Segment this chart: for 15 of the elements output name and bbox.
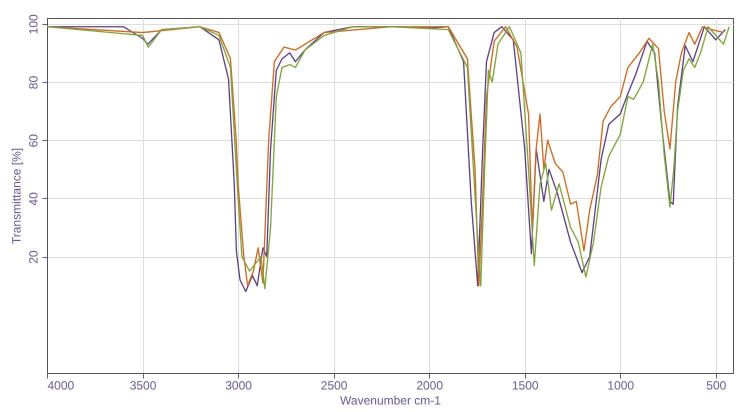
y-axis-title: Transmittance [%] bbox=[10, 148, 24, 244]
x-tick-label: 2500 bbox=[320, 378, 348, 392]
y-tick-label: 80 bbox=[26, 76, 40, 90]
y-tick-label: 60 bbox=[26, 134, 40, 148]
x-axis-title: Wavenumber cm-1 bbox=[340, 394, 442, 408]
x-tick-label: 2000 bbox=[416, 378, 444, 392]
x-tick-label: 1000 bbox=[607, 378, 634, 392]
x-tick-label: 4000 bbox=[48, 378, 75, 392]
y-tick-label: 40 bbox=[26, 192, 40, 206]
x-tick-label: 1500 bbox=[512, 378, 539, 392]
x-tick-label: 3000 bbox=[225, 378, 252, 392]
x-tick-label: 500 bbox=[706, 378, 727, 392]
x-tick-label: 3500 bbox=[130, 378, 157, 392]
y-tick-label: 20 bbox=[26, 250, 40, 264]
y-tick-label: 100 bbox=[26, 14, 40, 34]
